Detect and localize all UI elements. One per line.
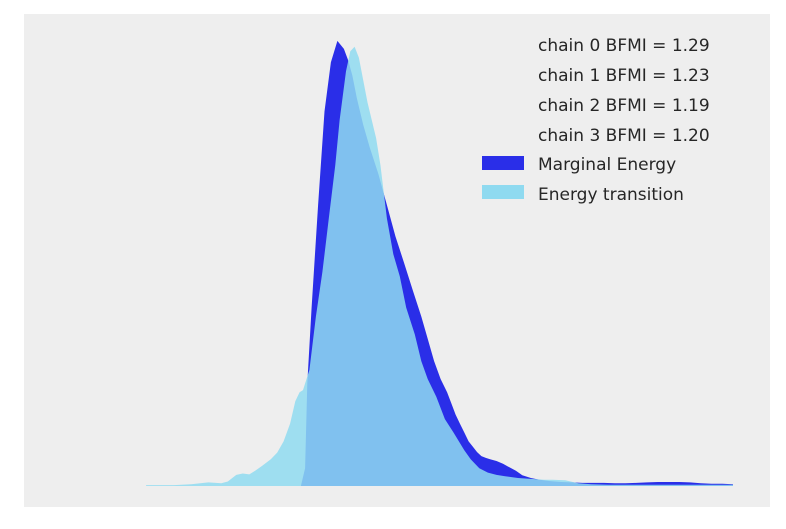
legend-bfmi-chain-3: chain 3 BFMI = 1.20 <box>538 126 710 146</box>
legend-label-energy-transition: Energy transition <box>538 185 684 205</box>
legend: chain 0 BFMI = 1.29 chain 1 BFMI = 1.23 … <box>482 36 710 205</box>
legend-bfmi-chain-1: chain 1 BFMI = 1.23 <box>538 66 710 86</box>
legend-swatch-energy-transition <box>482 185 524 199</box>
series-layer <box>146 40 734 487</box>
legend-swatch-marginal-energy <box>482 156 524 170</box>
legend-label-marginal-energy: Marginal Energy <box>538 155 676 175</box>
legend-bfmi-chain-0: chain 0 BFMI = 1.29 <box>538 36 710 56</box>
legend-bfmi-chain-2: chain 2 BFMI = 1.19 <box>538 96 710 116</box>
